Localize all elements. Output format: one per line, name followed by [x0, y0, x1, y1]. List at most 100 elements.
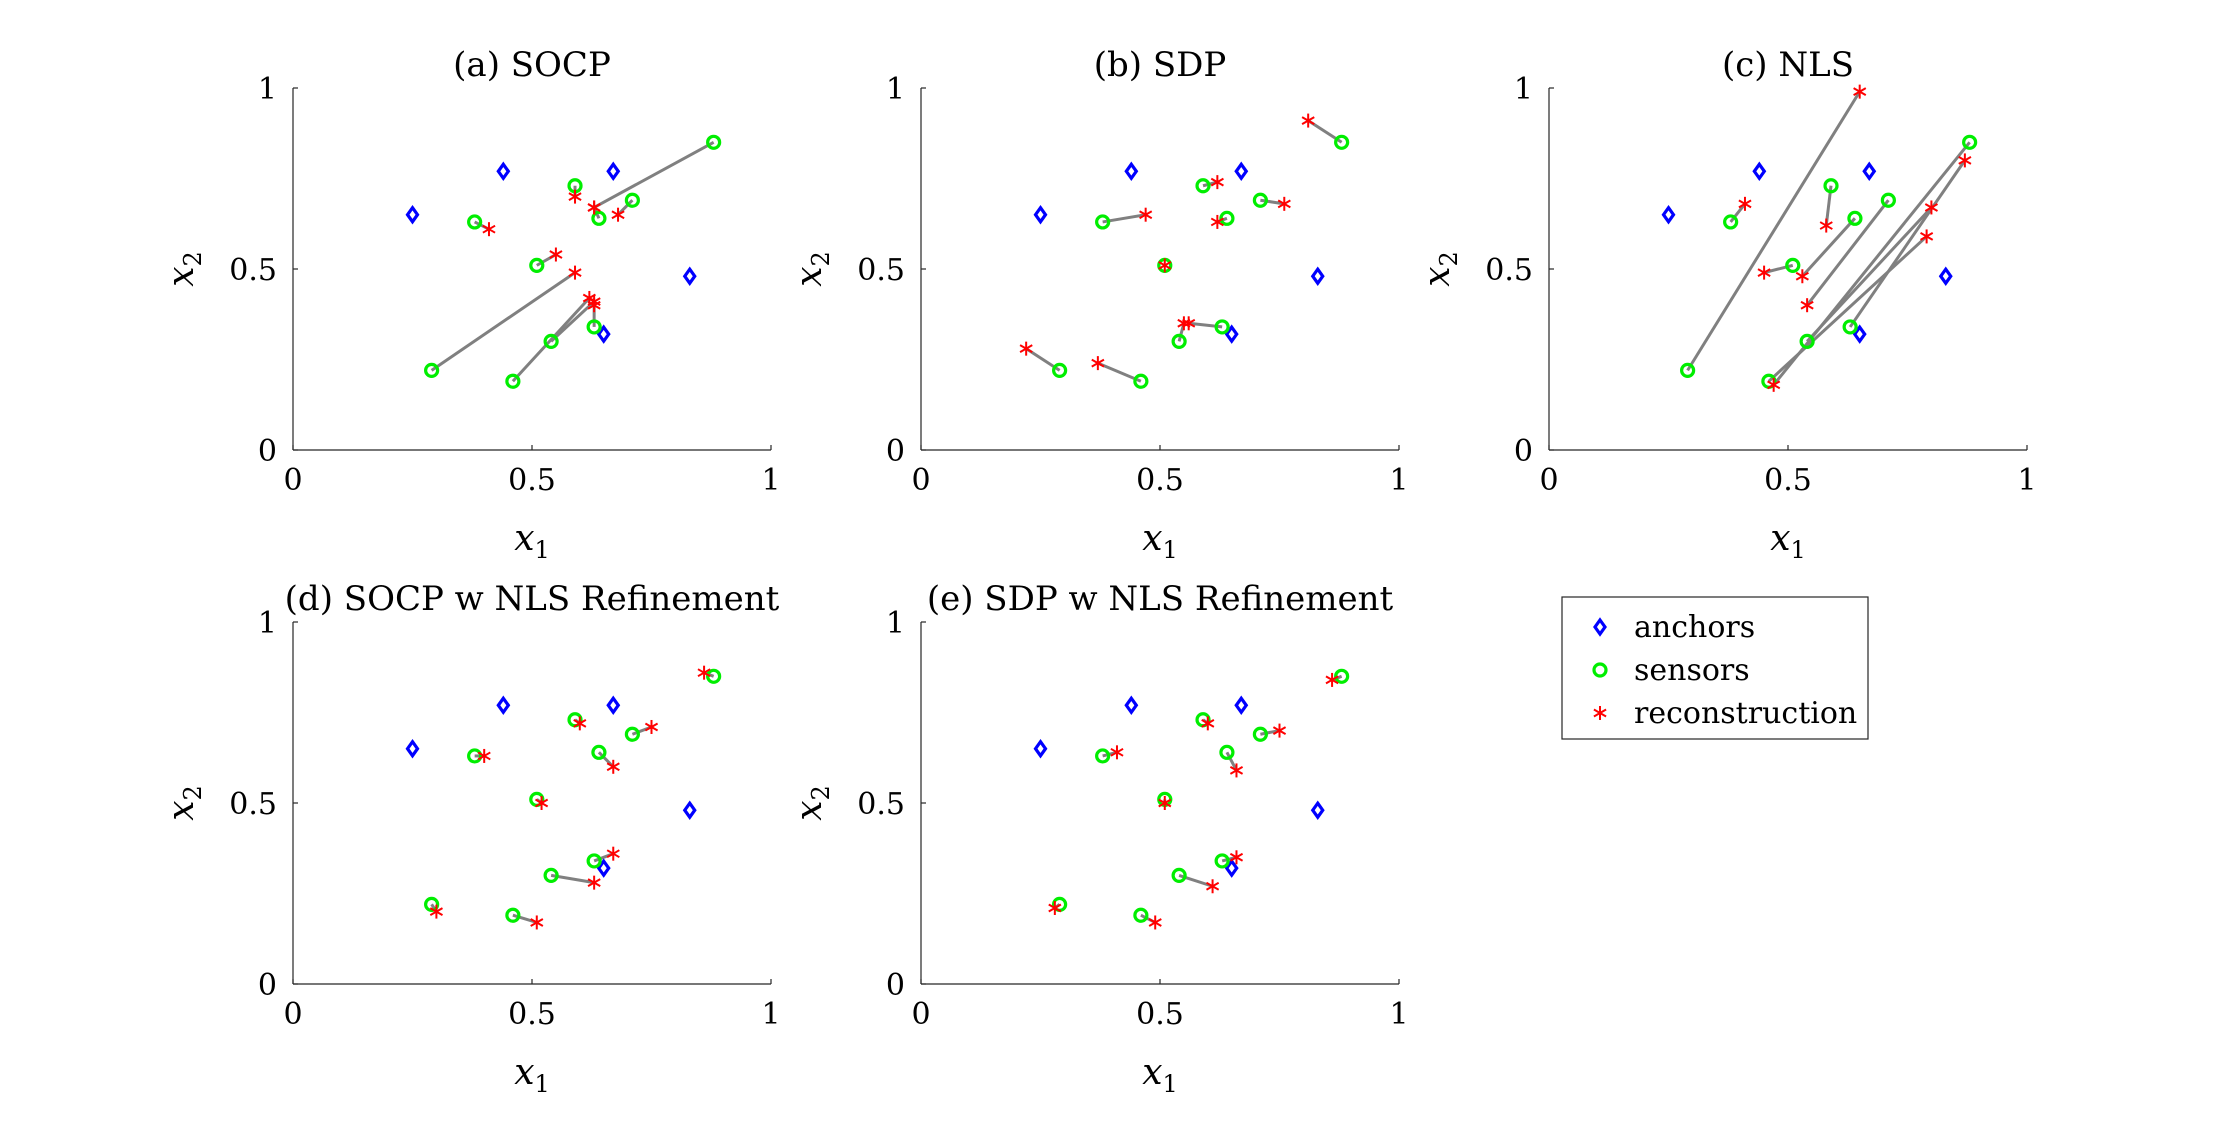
subplot-title: (b) SDP [1094, 45, 1227, 85]
sensor-point [586, 853, 602, 869]
reconstruction-point [482, 222, 496, 237]
anchor-point [1224, 324, 1239, 344]
subplot-title: (d) SOCP w NLS Refinement [285, 579, 780, 619]
y-tick-label: 0 [1514, 434, 1533, 469]
sensor-point [467, 748, 483, 764]
reconstruction-point [1158, 258, 1172, 273]
y-tick-label: 0.5 [857, 253, 905, 288]
sensor-point [1785, 257, 1801, 273]
y-axis-label: x2 [161, 251, 207, 287]
reconstruction-point [1795, 269, 1809, 284]
sensor-point [1095, 748, 1111, 764]
reconstruction-point [606, 846, 620, 861]
sensor-point [1133, 373, 1149, 389]
anchor-point [1124, 695, 1139, 716]
x-axis-label: x1 [514, 518, 550, 564]
subplot-e: 00 0.5 0.5 1 1 (e) SDP w NLS Refinement x1 x2 [789, 579, 1409, 1098]
subplot-title: (a) SOCP [453, 45, 611, 85]
anchor-point [1938, 266, 1953, 286]
sensor-point [1334, 668, 1350, 684]
subplot-c: 00 0.5 0.5 1 1 (c) NLS x1 x2 [1417, 45, 2037, 564]
reconstruction-point [573, 716, 587, 731]
sensor-point [543, 333, 559, 349]
reconstruction-point [1019, 341, 1033, 356]
reconstruction-point [429, 904, 443, 919]
reconstruction-point [549, 247, 563, 262]
reconstruction-point [1091, 356, 1105, 371]
sensor-point [424, 362, 440, 378]
reconstruction-point [1920, 229, 1934, 244]
sensor-point [1195, 178, 1211, 194]
x-tick-label: 1 [761, 997, 780, 1032]
sensor-point [424, 896, 440, 912]
x-tick-label: 1 [2017, 463, 2036, 498]
anchor-point [596, 858, 611, 878]
sensor-point [1880, 192, 1896, 208]
anchor-point [596, 324, 611, 344]
reconstruction-point [611, 207, 625, 222]
sensor-point [543, 867, 559, 884]
sensor-point [1252, 726, 1268, 742]
y-tick-label: 1 [1514, 72, 1533, 107]
reconstruction-point [606, 759, 620, 774]
anchor-point [606, 161, 621, 182]
error-link [1225, 751, 1238, 772]
reconstruction-point [477, 748, 491, 763]
y-axis-label: x2 [1417, 251, 1463, 287]
reconstruction-point [1272, 723, 1287, 738]
reconstruction-point [568, 189, 582, 204]
sensor-point [505, 907, 521, 923]
legend: anchors sensors reconstruction [1561, 596, 1869, 740]
sensor-point [591, 744, 607, 760]
reconstruction-point [587, 298, 601, 313]
x-tick-label: 0.5 [508, 463, 556, 498]
reconstruction-point [530, 915, 544, 930]
y-tick-label: 0.5 [1485, 253, 1533, 288]
subplot-title: (c) NLS [1722, 45, 1854, 85]
sensor-point [1962, 134, 1978, 150]
x-tick-label: 1 [761, 463, 780, 498]
reconstruction-point [1767, 377, 1781, 392]
legend-reconstruction-marker [1593, 706, 1607, 720]
sensor-point [706, 668, 722, 684]
reconstruction-point [1110, 745, 1124, 760]
anchor-point [496, 695, 511, 716]
error-link [1260, 198, 1285, 206]
sensor-point [1252, 192, 1268, 208]
x-tick-label: 0.5 [1764, 463, 1812, 498]
legend-label: sensors [1634, 653, 1750, 688]
reconstruction-point [1182, 316, 1196, 331]
anchor-point [1862, 161, 1877, 182]
x-tick-label: 1 [1389, 997, 1408, 1032]
sensor-point [1680, 362, 1696, 378]
sensor-point [1219, 210, 1235, 226]
sensor-point [706, 134, 722, 150]
anchor-point [405, 738, 420, 759]
y-tick-label: 0.5 [229, 253, 277, 288]
x-axis-label: x1 [514, 1052, 550, 1098]
sensor-point [1723, 214, 1739, 230]
sensor-point [505, 373, 521, 389]
subplot-b: 00 0.5 0.5 1 1 (b) SDP x1 x2 [789, 45, 1409, 564]
error-link [1805, 199, 1890, 307]
legend-sensor-marker [1592, 662, 1608, 678]
y-axis-label: x2 [789, 251, 835, 287]
y-tick-label: 0 [258, 434, 277, 469]
reconstruction-point [1738, 196, 1752, 211]
reconstruction-point [1277, 196, 1291, 211]
y-tick-label: 1 [258, 606, 277, 641]
reconstruction-point [1853, 84, 1867, 99]
reconstruction-point [1325, 672, 1339, 687]
sensor-point [1214, 319, 1230, 335]
error-link [1097, 361, 1142, 383]
y-tick-label: 1 [886, 72, 905, 107]
sensor-point [1219, 744, 1235, 760]
anchor-point [1033, 738, 1048, 759]
sensor-point [529, 257, 545, 273]
reconstruction-point [1048, 900, 1062, 915]
anchor-point [1852, 324, 1867, 344]
x-tick-label: 1 [1389, 463, 1408, 498]
reconstruction-point [1819, 218, 1833, 233]
y-tick-label: 0.5 [857, 787, 905, 822]
